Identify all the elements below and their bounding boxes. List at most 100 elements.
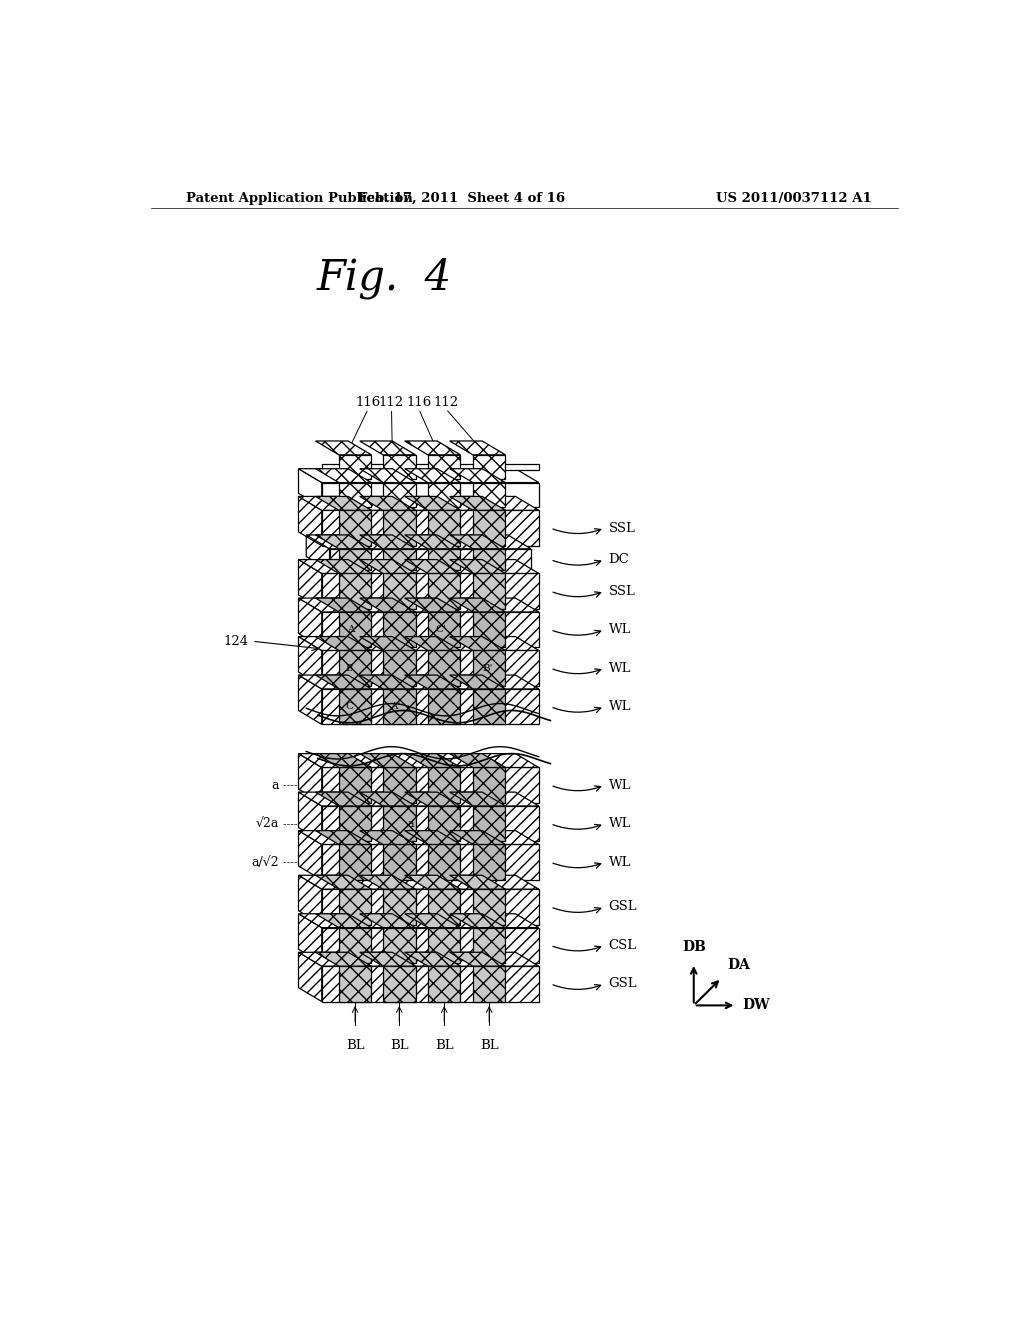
Text: SSL: SSL <box>608 585 635 598</box>
Polygon shape <box>315 675 372 689</box>
Text: B: B <box>345 664 352 673</box>
Text: A: A <box>347 626 355 634</box>
Polygon shape <box>299 830 539 845</box>
Polygon shape <box>315 496 372 511</box>
Polygon shape <box>339 966 372 1002</box>
Polygon shape <box>404 496 461 511</box>
Polygon shape <box>450 952 506 966</box>
Polygon shape <box>450 913 506 928</box>
Polygon shape <box>315 913 372 928</box>
Polygon shape <box>428 845 461 880</box>
Polygon shape <box>315 830 372 845</box>
Text: WL: WL <box>608 700 631 713</box>
Polygon shape <box>299 560 322 609</box>
Polygon shape <box>315 636 372 651</box>
Polygon shape <box>322 651 539 686</box>
Polygon shape <box>339 767 372 803</box>
Text: B': B' <box>482 664 493 673</box>
Polygon shape <box>322 573 539 609</box>
Polygon shape <box>428 612 461 647</box>
Polygon shape <box>383 612 416 647</box>
Text: SSL: SSL <box>608 521 635 535</box>
Polygon shape <box>428 549 461 570</box>
Text: 112: 112 <box>379 396 404 409</box>
Text: GSL: GSL <box>608 977 637 990</box>
Text: a: a <box>408 818 414 829</box>
Polygon shape <box>473 483 506 507</box>
Polygon shape <box>339 549 372 570</box>
Polygon shape <box>299 496 539 511</box>
Polygon shape <box>299 560 539 573</box>
Polygon shape <box>299 875 539 890</box>
Polygon shape <box>428 966 461 1002</box>
Polygon shape <box>299 913 539 928</box>
Text: BL: BL <box>346 1039 365 1052</box>
Polygon shape <box>450 469 506 483</box>
Polygon shape <box>383 928 416 964</box>
Text: WL: WL <box>608 623 631 636</box>
Text: DA: DA <box>728 958 751 972</box>
Polygon shape <box>322 612 539 647</box>
Text: DC: DC <box>608 553 630 566</box>
Polygon shape <box>299 469 322 507</box>
Polygon shape <box>404 560 461 573</box>
Polygon shape <box>339 612 372 647</box>
Polygon shape <box>473 612 506 647</box>
Polygon shape <box>322 767 539 803</box>
Polygon shape <box>359 792 416 807</box>
Polygon shape <box>473 511 506 545</box>
Polygon shape <box>315 598 372 612</box>
Polygon shape <box>359 598 416 612</box>
Polygon shape <box>299 598 322 647</box>
Polygon shape <box>299 675 322 725</box>
Polygon shape <box>404 598 461 612</box>
Polygon shape <box>299 754 539 767</box>
Polygon shape <box>322 890 539 924</box>
Polygon shape <box>404 441 461 455</box>
Polygon shape <box>473 845 506 880</box>
Polygon shape <box>450 875 506 890</box>
Polygon shape <box>339 890 372 924</box>
Polygon shape <box>428 511 461 545</box>
Polygon shape <box>428 455 461 479</box>
Polygon shape <box>306 535 531 549</box>
Polygon shape <box>322 483 539 507</box>
Polygon shape <box>299 830 322 880</box>
Polygon shape <box>359 636 416 651</box>
Polygon shape <box>428 928 461 964</box>
Polygon shape <box>404 675 461 689</box>
Polygon shape <box>299 952 539 966</box>
Polygon shape <box>299 952 322 1002</box>
Polygon shape <box>359 875 416 890</box>
Text: BL: BL <box>390 1039 409 1052</box>
Polygon shape <box>359 913 416 928</box>
Polygon shape <box>404 636 461 651</box>
Polygon shape <box>450 675 506 689</box>
Polygon shape <box>359 952 416 966</box>
Polygon shape <box>299 754 322 803</box>
Polygon shape <box>315 875 372 890</box>
Polygon shape <box>404 913 461 928</box>
Polygon shape <box>339 483 372 507</box>
Polygon shape <box>299 496 322 545</box>
Polygon shape <box>322 689 539 725</box>
Polygon shape <box>473 890 506 924</box>
Text: C': C' <box>435 626 445 634</box>
Text: BL: BL <box>480 1039 499 1052</box>
Polygon shape <box>339 928 372 964</box>
Text: C: C <box>345 702 353 711</box>
Polygon shape <box>450 830 506 845</box>
Polygon shape <box>322 465 539 470</box>
Polygon shape <box>359 469 416 483</box>
Polygon shape <box>383 689 416 725</box>
Polygon shape <box>359 441 416 455</box>
Polygon shape <box>428 807 461 841</box>
Polygon shape <box>473 651 506 686</box>
Polygon shape <box>359 496 416 511</box>
Polygon shape <box>315 560 372 573</box>
Text: GSL: GSL <box>608 900 637 913</box>
Polygon shape <box>339 511 372 545</box>
Polygon shape <box>299 636 322 686</box>
Text: US 2011/0037112 A1: US 2011/0037112 A1 <box>716 191 872 205</box>
Polygon shape <box>473 928 506 964</box>
